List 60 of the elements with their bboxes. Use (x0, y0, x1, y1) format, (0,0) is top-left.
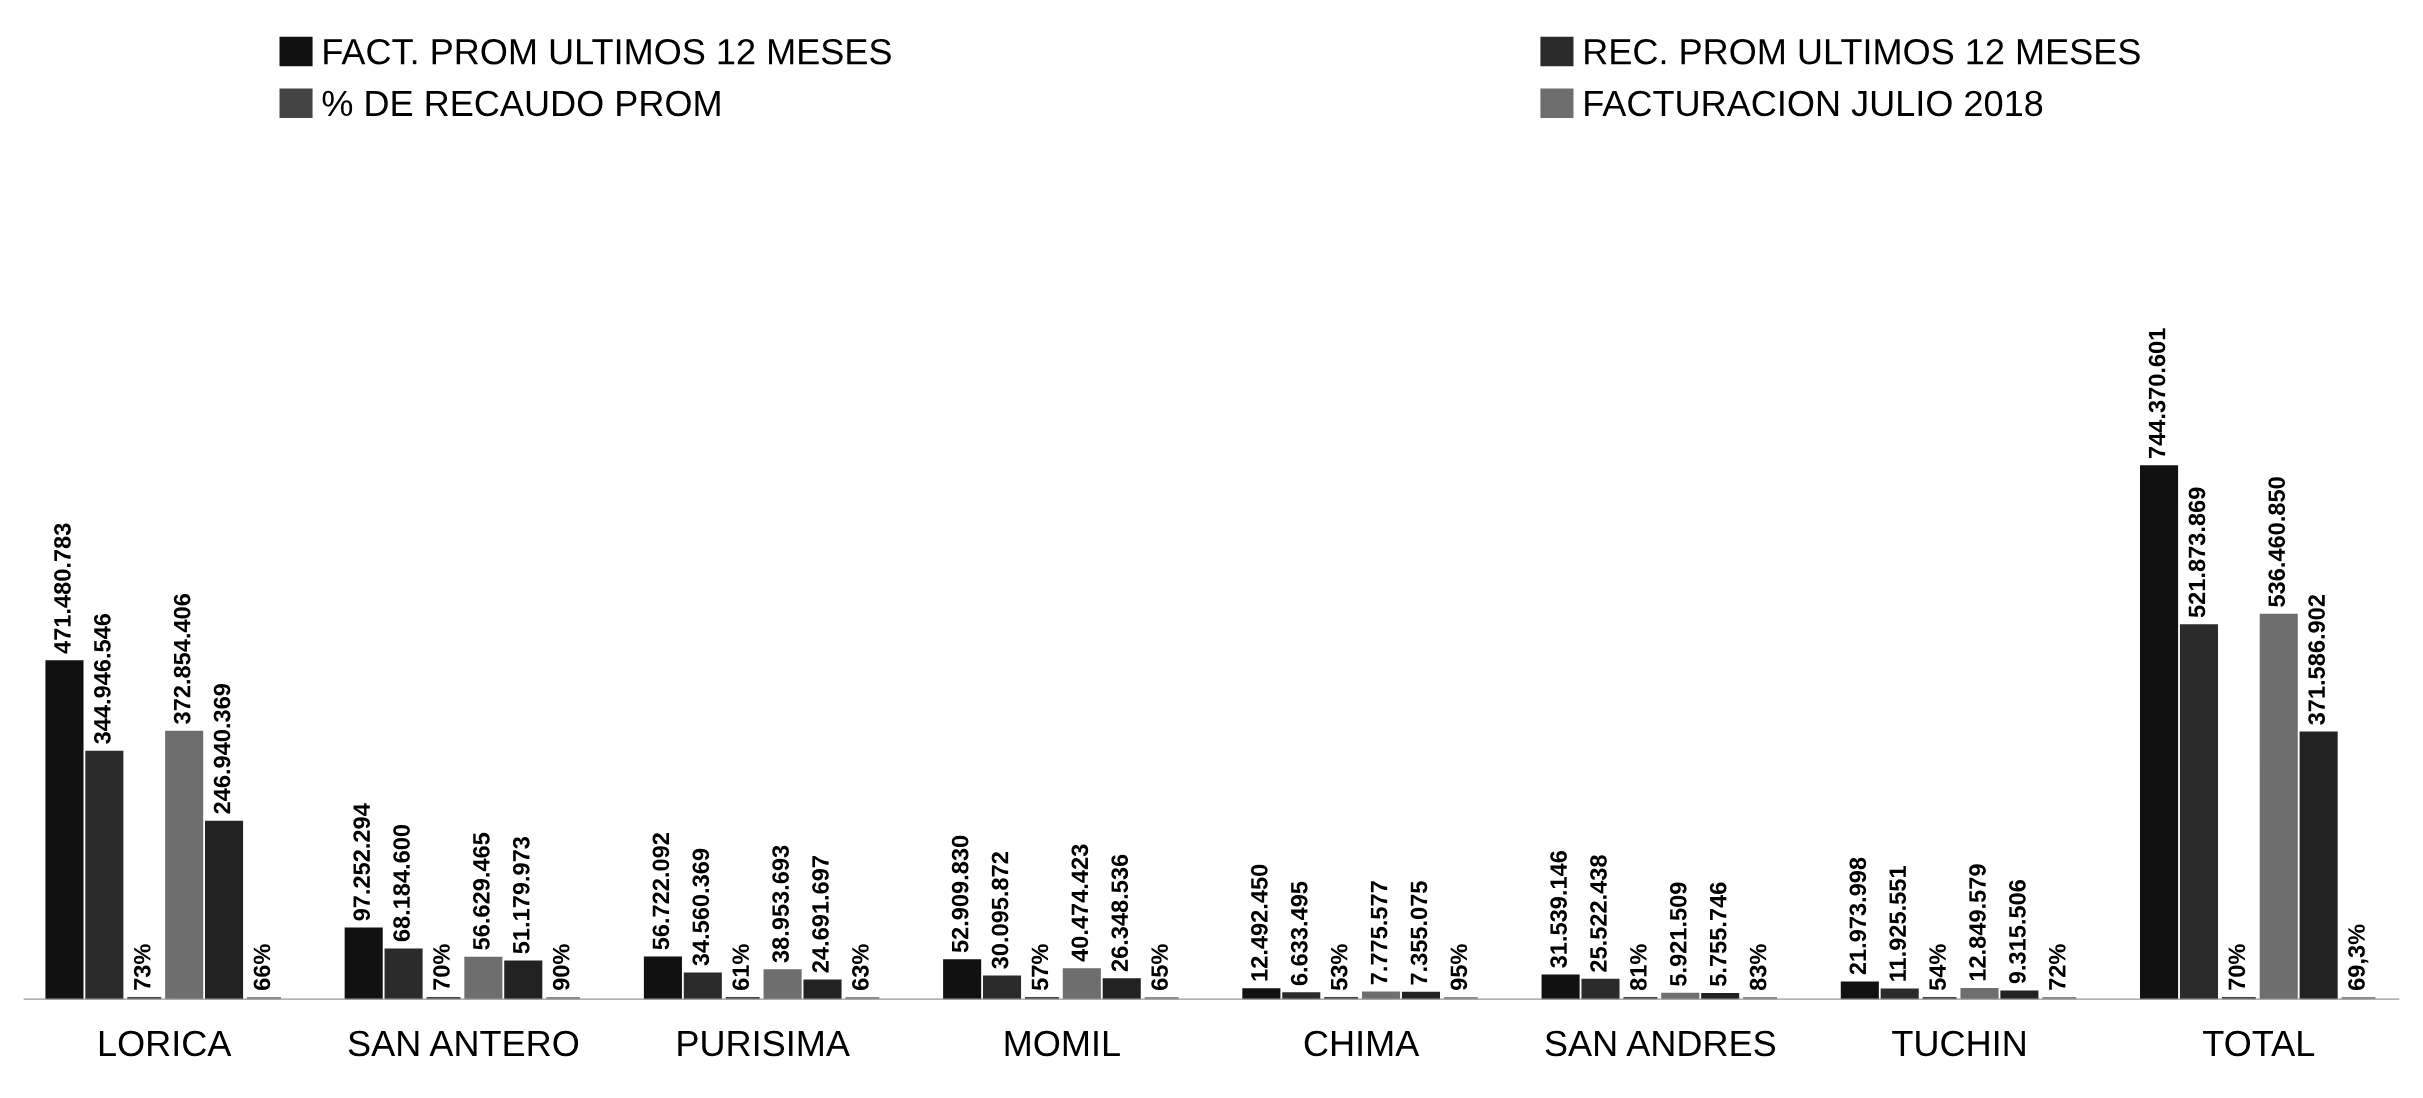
data-label: 5.755.746 (1709, 882, 1727, 987)
data-label: 471.480.783 (54, 523, 71, 654)
x-tick-label: SAN ANTERO (348, 1030, 579, 1057)
data-label: 7.775.577 (1370, 881, 1388, 985)
data-label: 69,3% (2348, 924, 2369, 990)
x-tick-label: CHIMA (1304, 1030, 1420, 1057)
data-label: 9.315.506 (2009, 880, 2026, 984)
data-label: 12.492.450 (1250, 864, 1268, 981)
data-label: 371.586.902 (2308, 595, 2326, 725)
data-label: 51.179.973 (512, 836, 530, 954)
data-label: 372.854.406 (173, 594, 191, 724)
legend-label: FACTURACION JULIO 2018 (1585, 90, 2043, 117)
data-label: 57% (1031, 944, 1049, 991)
data-label: 81% (1630, 944, 1647, 991)
x-tick-label: SAN ANDRES (1545, 1030, 1776, 1057)
data-label: 30.095.872 (991, 852, 1009, 969)
x-tick-label: PURISIMA (678, 1030, 850, 1057)
legend-label: FACT. PROM ULTIMOS 12 MESES (324, 38, 891, 65)
data-label: 68.184.600 (393, 824, 410, 942)
data-label: 65% (1151, 944, 1168, 990)
data-label: 54% (1929, 944, 1946, 991)
data-label: 97.252.294 (353, 803, 371, 921)
data-label: 521.873.869 (2188, 487, 2206, 618)
data-label: 95% (1450, 944, 1468, 991)
x-tick-label: TOTAL (2203, 1030, 2315, 1057)
data-label: 73% (133, 944, 151, 990)
data-label: 536.460.850 (2268, 477, 2286, 607)
data-label: 24.691.697 (812, 856, 829, 973)
data-label: 246.940.369 (213, 683, 231, 814)
data-label: 66% (253, 944, 271, 990)
x-tick-label: LORICA (99, 1030, 232, 1057)
data-label: 6.633.495 (1290, 881, 1308, 986)
data-label: 744.370.601 (2148, 328, 2166, 458)
data-label: 5.921.509 (1669, 882, 1687, 986)
data-label: 83% (1749, 944, 1767, 991)
data-label: 90% (552, 944, 570, 991)
data-label: 25.522.438 (1590, 855, 1607, 972)
data-label: 56.722.092 (652, 833, 670, 950)
data-label: 70% (2228, 944, 2246, 990)
legend-label: % DE RECAUDO PROM (322, 90, 720, 117)
data-label: 31.539.146 (1550, 851, 1567, 968)
x-tick-label: MOMIL (1005, 1030, 1120, 1057)
data-label: 70% (433, 944, 450, 990)
data-label: 12.849.579 (1969, 864, 1986, 981)
data-label: 21.973.998 (1849, 857, 1867, 975)
x-tick-label: TUCHIN (1892, 1030, 2025, 1057)
data-label: 38.953.693 (772, 845, 789, 963)
data-label: 26.348.536 (1111, 854, 1129, 972)
data-label: 40.474.423 (1071, 844, 1089, 962)
data-label: 53% (1330, 944, 1348, 991)
legend-label: REC. PROM ULTIMOS 12 MESES (1585, 38, 2140, 65)
data-label: 7.355.075 (1410, 881, 1428, 985)
data-label: 72% (2048, 944, 2066, 990)
data-label: 34.560.369 (692, 848, 710, 966)
data-label: 56.629.465 (473, 832, 490, 950)
data-label: 52.909.830 (951, 835, 969, 953)
data-label: 61% (732, 944, 750, 990)
data-label: 11.925.551 (1889, 866, 1907, 981)
data-label: 344.946.546 (93, 613, 111, 744)
data-label: 63% (852, 944, 869, 990)
